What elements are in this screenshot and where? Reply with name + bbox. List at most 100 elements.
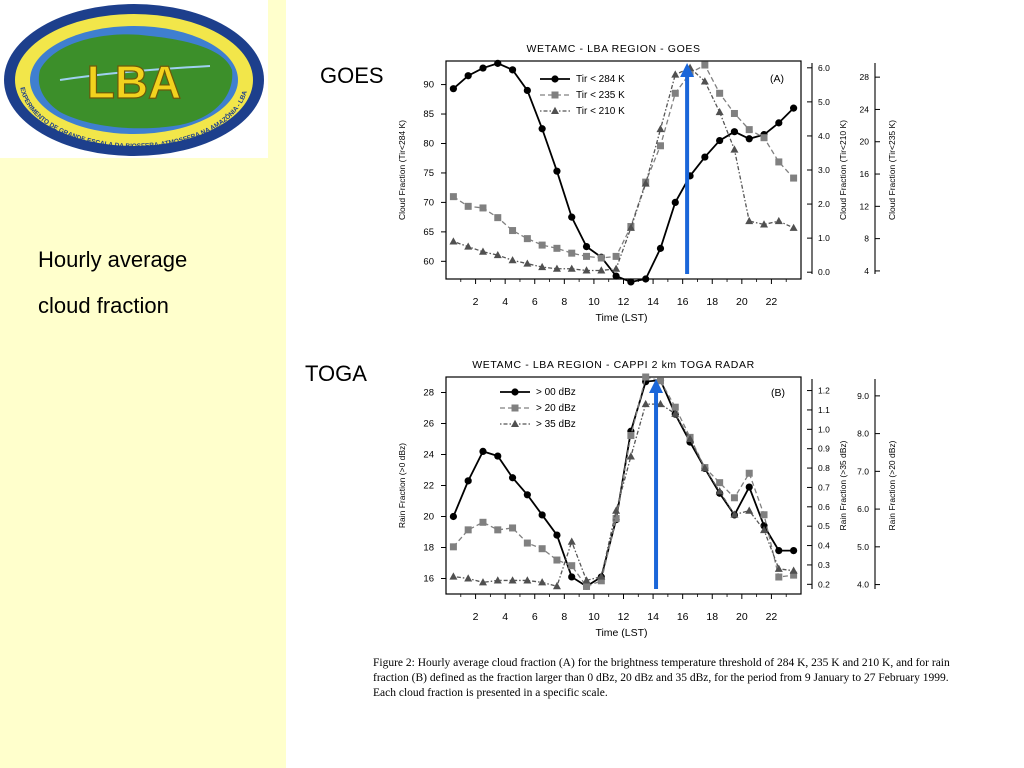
- series-line-3: [453, 403, 794, 588]
- series-2-point: [538, 545, 546, 553]
- series-3-point: [597, 266, 606, 274]
- series-2-point: [775, 573, 783, 581]
- series-2-point: [479, 518, 487, 526]
- legend-marker: [551, 91, 559, 99]
- left-axis-label: Rain Fraction (>0 dBz): [397, 443, 407, 528]
- series-1-point: [745, 483, 753, 491]
- series-2-point: [760, 511, 768, 519]
- series-2-point: [494, 214, 502, 222]
- peak-arrow-head: [680, 63, 695, 77]
- series-1-point: [538, 125, 546, 133]
- series-3-point: [789, 223, 798, 231]
- left-tick-label: 26: [423, 419, 434, 430]
- left-tick-label: 80: [423, 138, 434, 149]
- series-3-point: [612, 264, 621, 272]
- series-1-point: [553, 531, 561, 539]
- right-axis-label: Cloud Fraction (Tir<235 K): [887, 120, 897, 220]
- right-axis-label: Rain Fraction (>20 dBz): [887, 440, 897, 530]
- series-3-point: [538, 262, 547, 271]
- series-1-point: [790, 104, 798, 112]
- left-tick-label: 90: [423, 80, 434, 91]
- x-tick-label: 2: [473, 611, 479, 623]
- series-3-point: [493, 250, 502, 259]
- series-3-point: [582, 266, 591, 274]
- x-tick-label: 2: [473, 296, 479, 308]
- series-2-point: [790, 571, 798, 579]
- goes-label: GOES: [320, 63, 384, 88]
- series-3-point: [774, 564, 783, 572]
- left-tick-label: 28: [423, 388, 434, 399]
- x-tick-label: 6: [532, 611, 538, 623]
- right-tick-label: 28: [860, 72, 870, 82]
- series-3-point: [523, 259, 532, 267]
- right-tick-label: 4: [864, 266, 869, 276]
- right-tick-label: 24: [860, 104, 870, 114]
- series-3-point: [478, 247, 487, 255]
- series-3-point: [449, 237, 458, 245]
- series-3-point: [552, 582, 561, 590]
- mid-tick-label: 6.0: [818, 63, 830, 73]
- series-1-point: [449, 85, 457, 93]
- series-3-point: [538, 578, 547, 586]
- series-3-point: [700, 77, 709, 85]
- series-2-point: [671, 403, 679, 411]
- series-1-point: [479, 64, 487, 72]
- series-3-point: [641, 179, 650, 187]
- series-3-point: [464, 574, 473, 582]
- series-3-point: [656, 399, 665, 408]
- legend-label: > 20 dBz: [536, 403, 576, 414]
- legend-marker: [551, 106, 559, 114]
- series-2-point: [612, 252, 620, 260]
- mid-tick-label: 0.9: [818, 444, 830, 454]
- sidebar-heading-line1: Hourly average: [38, 247, 188, 272]
- chart-2: WETAMC - LBA REGION - CAPPI 2 km TOGA RA…: [397, 359, 897, 639]
- series-2-point: [656, 377, 664, 385]
- right-tick-label: 12: [860, 201, 870, 211]
- series-1-point: [479, 447, 487, 455]
- series-3-point: [582, 576, 591, 584]
- series-1-point: [582, 242, 591, 251]
- series-2-point: [760, 134, 768, 142]
- legend-marker: [511, 404, 519, 412]
- series-2-point: [568, 562, 576, 570]
- series-3-point: [567, 264, 576, 272]
- x-tick-label: 20: [736, 611, 748, 623]
- series-1-point: [612, 272, 620, 280]
- right-tick-label: 8.0: [857, 429, 869, 439]
- series-3-point: [626, 452, 635, 460]
- series-3-point: [730, 510, 739, 518]
- right-tick-label: 8: [864, 234, 869, 244]
- x-tick-label: 4: [502, 611, 508, 623]
- x-tick-label: 8: [561, 611, 567, 623]
- x-tick-label: 16: [677, 611, 689, 623]
- series-2-point: [716, 89, 724, 97]
- series-3-point: [789, 566, 798, 574]
- right-tick-label: 7.0: [857, 466, 869, 476]
- sidebar: LBA EXPERIMENTO DE GRANDE ESCALA DA BIOS…: [0, 0, 286, 768]
- series-1-point: [494, 452, 502, 460]
- series-1-point: [449, 512, 457, 521]
- x-tick-label: 10: [588, 611, 600, 623]
- panel-label: (A): [770, 73, 784, 85]
- series-2-point: [464, 202, 472, 210]
- mid-axis-label: Rain Fraction (>35 dBz): [838, 440, 848, 530]
- left-axis-label: Cloud Fraction (Tir<284 K): [397, 120, 407, 220]
- series-2-point: [597, 254, 605, 262]
- series-1-point: [523, 491, 531, 499]
- series-3-point: [464, 242, 473, 250]
- series-3-point: [671, 70, 680, 78]
- series-3-point: [656, 124, 665, 133]
- figure-caption: Figure 2: Hourly average cloud fraction …: [373, 657, 950, 699]
- series-2-point: [509, 227, 517, 235]
- series-3-point: [700, 463, 709, 472]
- lba-logo: LBA EXPERIMENTO DE GRANDE ESCALA DA BIOS…: [0, 0, 268, 158]
- mid-tick-label: 0.0: [818, 267, 830, 277]
- legend-label: > 35 dBz: [536, 419, 576, 430]
- legend-label: Tir < 210 K: [576, 106, 625, 117]
- left-tick-label: 70: [423, 197, 434, 208]
- left-tick-label: 20: [423, 512, 434, 523]
- series-2-point: [494, 526, 502, 534]
- logo-land: [38, 34, 233, 129]
- left-tick-label: 22: [423, 481, 434, 492]
